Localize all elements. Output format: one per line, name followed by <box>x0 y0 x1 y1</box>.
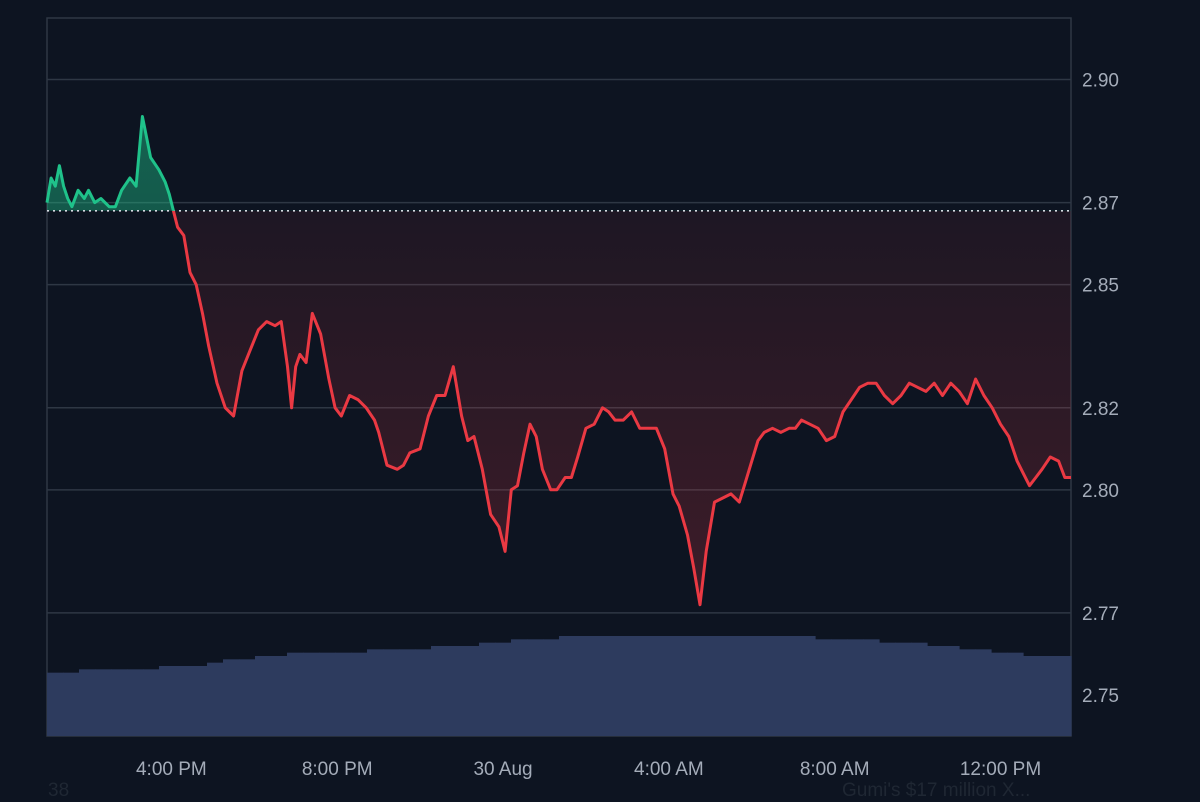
volume-bar <box>271 656 288 736</box>
y-axis-labels: 2.90 2.87 2.85 2.82 2.80 2.77 2.75 <box>1082 71 1119 707</box>
x-tick-label: 12:00 PM <box>960 759 1041 780</box>
volume-bar <box>1007 652 1024 736</box>
footer-left-text: 38 <box>48 780 70 801</box>
volume-bar <box>767 636 784 736</box>
volume-bar <box>1039 656 1056 736</box>
volume-bar <box>575 636 592 736</box>
volume-bar <box>111 669 128 736</box>
volume-bar <box>447 646 464 736</box>
volume-bar <box>95 669 112 736</box>
volume-bar <box>815 639 832 736</box>
volume-bar <box>175 666 192 736</box>
y-tick-label: 2.75 <box>1082 686 1119 707</box>
x-tick-label: 8:00 AM <box>800 759 870 780</box>
volume-bar <box>335 652 352 736</box>
y-tick-label: 2.85 <box>1082 276 1119 297</box>
footer-news-link[interactable]: Gumi's $17 million X... <box>842 780 1031 801</box>
volume-bar <box>191 666 208 736</box>
volume-bar <box>911 642 928 736</box>
volume-bar <box>847 639 864 736</box>
y-tick-label: 2.90 <box>1082 71 1119 92</box>
volume-bar <box>591 636 608 736</box>
y-tick-label: 2.77 <box>1082 604 1119 625</box>
volume-bar <box>511 639 528 736</box>
volume-bar <box>303 652 320 736</box>
volume-bar <box>351 652 368 736</box>
volume-bar <box>655 636 672 736</box>
volume-bar <box>207 662 224 736</box>
volume-bar <box>239 659 256 736</box>
volume-bar <box>735 636 752 736</box>
volume-bar <box>143 669 160 736</box>
volume-bar <box>559 636 576 736</box>
volume-bar <box>287 652 304 736</box>
price-line-down <box>171 210 1071 607</box>
volume-bar <box>1055 656 1072 736</box>
volume-bar <box>127 669 144 736</box>
x-tick-label: 4:00 AM <box>634 759 704 780</box>
volume-bar <box>319 652 336 736</box>
x-tick-label: 30 Aug <box>473 759 532 780</box>
volume-bar <box>1023 656 1040 736</box>
volume-bar <box>431 646 448 736</box>
volume-bar <box>543 639 560 736</box>
volume-bar <box>255 656 272 736</box>
volume-bar <box>399 649 416 736</box>
volume-bar <box>719 636 736 736</box>
volume-bar <box>671 636 688 736</box>
price-area-up <box>47 116 1071 211</box>
volume-bar <box>79 669 96 736</box>
volume-bar <box>879 642 896 736</box>
volume-bar <box>687 636 704 736</box>
price-areas <box>47 116 1071 605</box>
y-tick-label: 2.82 <box>1082 399 1119 420</box>
volume-bar <box>895 642 912 736</box>
x-tick-label: 8:00 PM <box>302 759 373 780</box>
price-lines <box>45 115 1071 607</box>
volume-bar <box>975 649 992 736</box>
volume-bar <box>479 642 496 736</box>
y-tick-label: 2.80 <box>1082 481 1119 502</box>
volume-bar <box>959 649 976 736</box>
volume-bar <box>991 652 1008 736</box>
volume-bar <box>927 646 944 736</box>
volume-bar <box>527 639 544 736</box>
price-area-down <box>173 210 1071 605</box>
volume-bar <box>159 666 176 736</box>
volume-bar <box>607 636 624 736</box>
volume-bar <box>47 672 64 736</box>
y-tick-label: 2.87 <box>1082 194 1119 215</box>
volume-bar <box>367 649 384 736</box>
volume-bar <box>799 636 816 736</box>
volume-bar <box>751 636 768 736</box>
volume-bar <box>783 636 800 736</box>
volume-bars <box>47 636 1072 736</box>
volume-bar <box>63 672 80 736</box>
volume-bar <box>863 639 880 736</box>
volume-bar <box>223 659 240 736</box>
volume-bar <box>831 639 848 736</box>
volume-bar <box>703 636 720 736</box>
volume-bar <box>383 649 400 736</box>
volume-bar <box>415 649 432 736</box>
x-tick-label: 4:00 PM <box>136 759 207 780</box>
volume-bar <box>623 636 640 736</box>
volume-bar <box>463 646 480 736</box>
volume-bar <box>639 636 656 736</box>
volume-bar <box>495 642 512 736</box>
x-axis-labels: 4:00 PM 8:00 PM 30 Aug 4:00 AM 8:00 AM 12:00 … <box>136 759 1041 780</box>
volume-bar <box>943 646 960 736</box>
